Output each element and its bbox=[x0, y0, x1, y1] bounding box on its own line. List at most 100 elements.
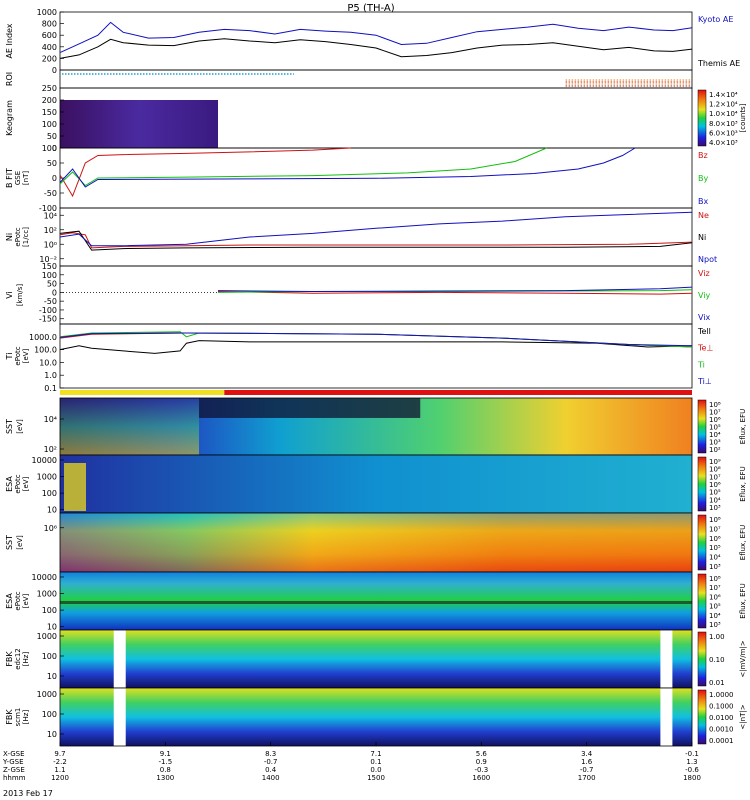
spectrogram-esa-electron bbox=[60, 455, 692, 513]
colorbar-tick-label: 0.01 bbox=[709, 679, 725, 687]
colorbar-tick-label: 10² bbox=[709, 446, 721, 454]
x-tick-label: 0.0 bbox=[370, 766, 381, 774]
colorbar-tick-label: 10⁶ bbox=[709, 535, 721, 543]
colorbar bbox=[697, 399, 707, 454]
x-tick-label: -0.7 bbox=[580, 766, 594, 774]
y-tick-label: 100 bbox=[42, 652, 57, 661]
date-label: 2013 Feb 17 bbox=[3, 789, 53, 798]
y-axis-unit: [km/s] bbox=[16, 284, 24, 307]
legend-entry: Viz bbox=[698, 269, 710, 278]
x-tick-label: -0.1 bbox=[685, 750, 699, 758]
colorbar-tick-label: 10⁸ bbox=[709, 516, 721, 524]
colorbar-tick-label: 10⁷ bbox=[709, 584, 721, 592]
legend-entry: Ne bbox=[698, 211, 709, 220]
y-tick-label: 10⁶ bbox=[44, 524, 57, 533]
y-axis-unit: [eV] bbox=[16, 535, 24, 550]
y-tick-label: 250 bbox=[42, 84, 57, 93]
colorbar-tick-label: 8.0×10³ bbox=[709, 120, 738, 128]
colorbar-label: Eflux, EFU bbox=[739, 525, 747, 560]
colorbar bbox=[697, 573, 707, 629]
x-tick-label: 1200 bbox=[51, 774, 69, 782]
panel-fbk_s: 1000 100 10 FBK scm1 [Hz] 1.0000 0.1000 0.0100 0.… bbox=[5, 687, 747, 747]
y-tick-label: 1000 bbox=[37, 632, 57, 641]
panel-frame bbox=[59, 323, 693, 389]
x-tick-label: 9.7 bbox=[54, 750, 65, 758]
mode-bar-slow bbox=[60, 390, 225, 395]
y-tick-label: -100 bbox=[39, 306, 57, 315]
y-tick-label: 10000 bbox=[32, 456, 57, 465]
colorbar-tick-label: 10⁷ bbox=[709, 409, 721, 417]
y-tick-label: 1000 bbox=[37, 8, 57, 17]
colorbar-tick-label: 10³ bbox=[709, 563, 721, 571]
y-axis-sublabel: scm1 bbox=[14, 708, 22, 727]
legend-entry: Bz bbox=[698, 151, 708, 160]
y-axis-unit: [1/cc] bbox=[22, 227, 30, 247]
series-vix bbox=[217, 286, 693, 293]
colorbar-tick-label: 1.0000 bbox=[709, 691, 734, 699]
colorbar-tick-label: 10⁵ bbox=[709, 603, 721, 611]
colorbar-tick-label: 10⁴ bbox=[709, 554, 721, 562]
y-axis-unit: [Hz] bbox=[22, 652, 30, 667]
y-axis-label: ROI bbox=[5, 72, 14, 86]
y-tick-label: 10 bbox=[47, 623, 57, 632]
y-axis-label: Keogram bbox=[5, 100, 14, 136]
panel-frame bbox=[59, 69, 693, 89]
x-axis-labels: X-GSE 9.7 9.1 8.3 7.1 5.6 3.4 -0.1 Y-GSE -2.2 -1.5… bbox=[2, 742, 701, 782]
colorbar-tick-label: 6.0×10³ bbox=[709, 129, 738, 137]
series-bx bbox=[59, 147, 636, 188]
x-tick-label: 0.1 bbox=[370, 758, 381, 766]
y-axis-label: B FIT bbox=[5, 168, 14, 188]
x-tick-label: -0.6 bbox=[685, 766, 699, 774]
y-tick-label: 800 bbox=[42, 20, 57, 29]
y-tick-label: 150 bbox=[42, 108, 57, 117]
colorbar-tick-label: 10⁸ bbox=[709, 466, 721, 474]
y-axis-sublabel: GSE bbox=[14, 171, 22, 185]
y-tick-label: 400 bbox=[42, 43, 57, 52]
x-tick-label: 3.4 bbox=[581, 750, 593, 758]
legend-entry: Kyoto AE bbox=[698, 15, 733, 24]
spectrogram-esa-electron-burst bbox=[64, 463, 86, 511]
colorbar-tick-label: 10³ bbox=[709, 439, 721, 447]
series-te bbox=[59, 332, 693, 348]
y-axis-label: SST bbox=[5, 419, 14, 434]
y-axis-sublabel: ePotc bbox=[14, 474, 22, 493]
series-tell bbox=[59, 340, 693, 354]
colorbar-label: <|nT|> bbox=[739, 704, 747, 729]
x-tick-label: 1700 bbox=[578, 774, 596, 782]
y-tick-label: 200 bbox=[42, 96, 57, 105]
y-tick-label: 0.1 bbox=[44, 384, 57, 393]
y-tick-label: 10 bbox=[47, 506, 57, 515]
colorbar-tick-label: 0.0100 bbox=[709, 714, 734, 722]
colorbar bbox=[697, 689, 707, 745]
colorbar-tick-label: 10⁵ bbox=[709, 424, 721, 432]
colorbar-tick-label: 10³ bbox=[709, 621, 721, 629]
x-tick-label: 7.1 bbox=[370, 750, 381, 758]
y-tick-label: 150 bbox=[42, 262, 57, 271]
y-axis-sublabel: ePotc bbox=[14, 227, 22, 246]
y-tick-label: 50 bbox=[47, 132, 57, 141]
y-tick-label: -150 bbox=[39, 315, 57, 324]
colorbar-label: Eflux, EFU bbox=[739, 466, 747, 501]
colorbar-tick-label: 10⁵ bbox=[709, 544, 721, 552]
colorbar-tick-label: 1.0×10⁴ bbox=[709, 110, 738, 118]
x-tick-label: 1.1 bbox=[54, 766, 65, 774]
y-tick-label: 100.0 bbox=[34, 346, 57, 355]
legend-entry: Ti⊥ bbox=[697, 377, 712, 386]
x-tick-label: 1600 bbox=[472, 774, 490, 782]
panel-frame bbox=[59, 207, 693, 267]
y-tick-label: 0 bbox=[52, 288, 57, 297]
y-axis-unit: [eV] bbox=[22, 348, 30, 363]
y-tick-label: 200 bbox=[42, 54, 57, 63]
panel-roi: ROI bbox=[5, 69, 693, 89]
y-tick-label: -100 bbox=[39, 204, 57, 213]
spectrogram-sst-electron-dark bbox=[199, 398, 421, 418]
data-gap bbox=[660, 630, 673, 688]
y-tick-label: 100 bbox=[42, 120, 57, 129]
y-tick-label: 100 bbox=[42, 144, 57, 153]
colorbar-tick-label: 0.10 bbox=[709, 656, 725, 664]
spectrogram-esa-ion-band bbox=[60, 601, 692, 604]
